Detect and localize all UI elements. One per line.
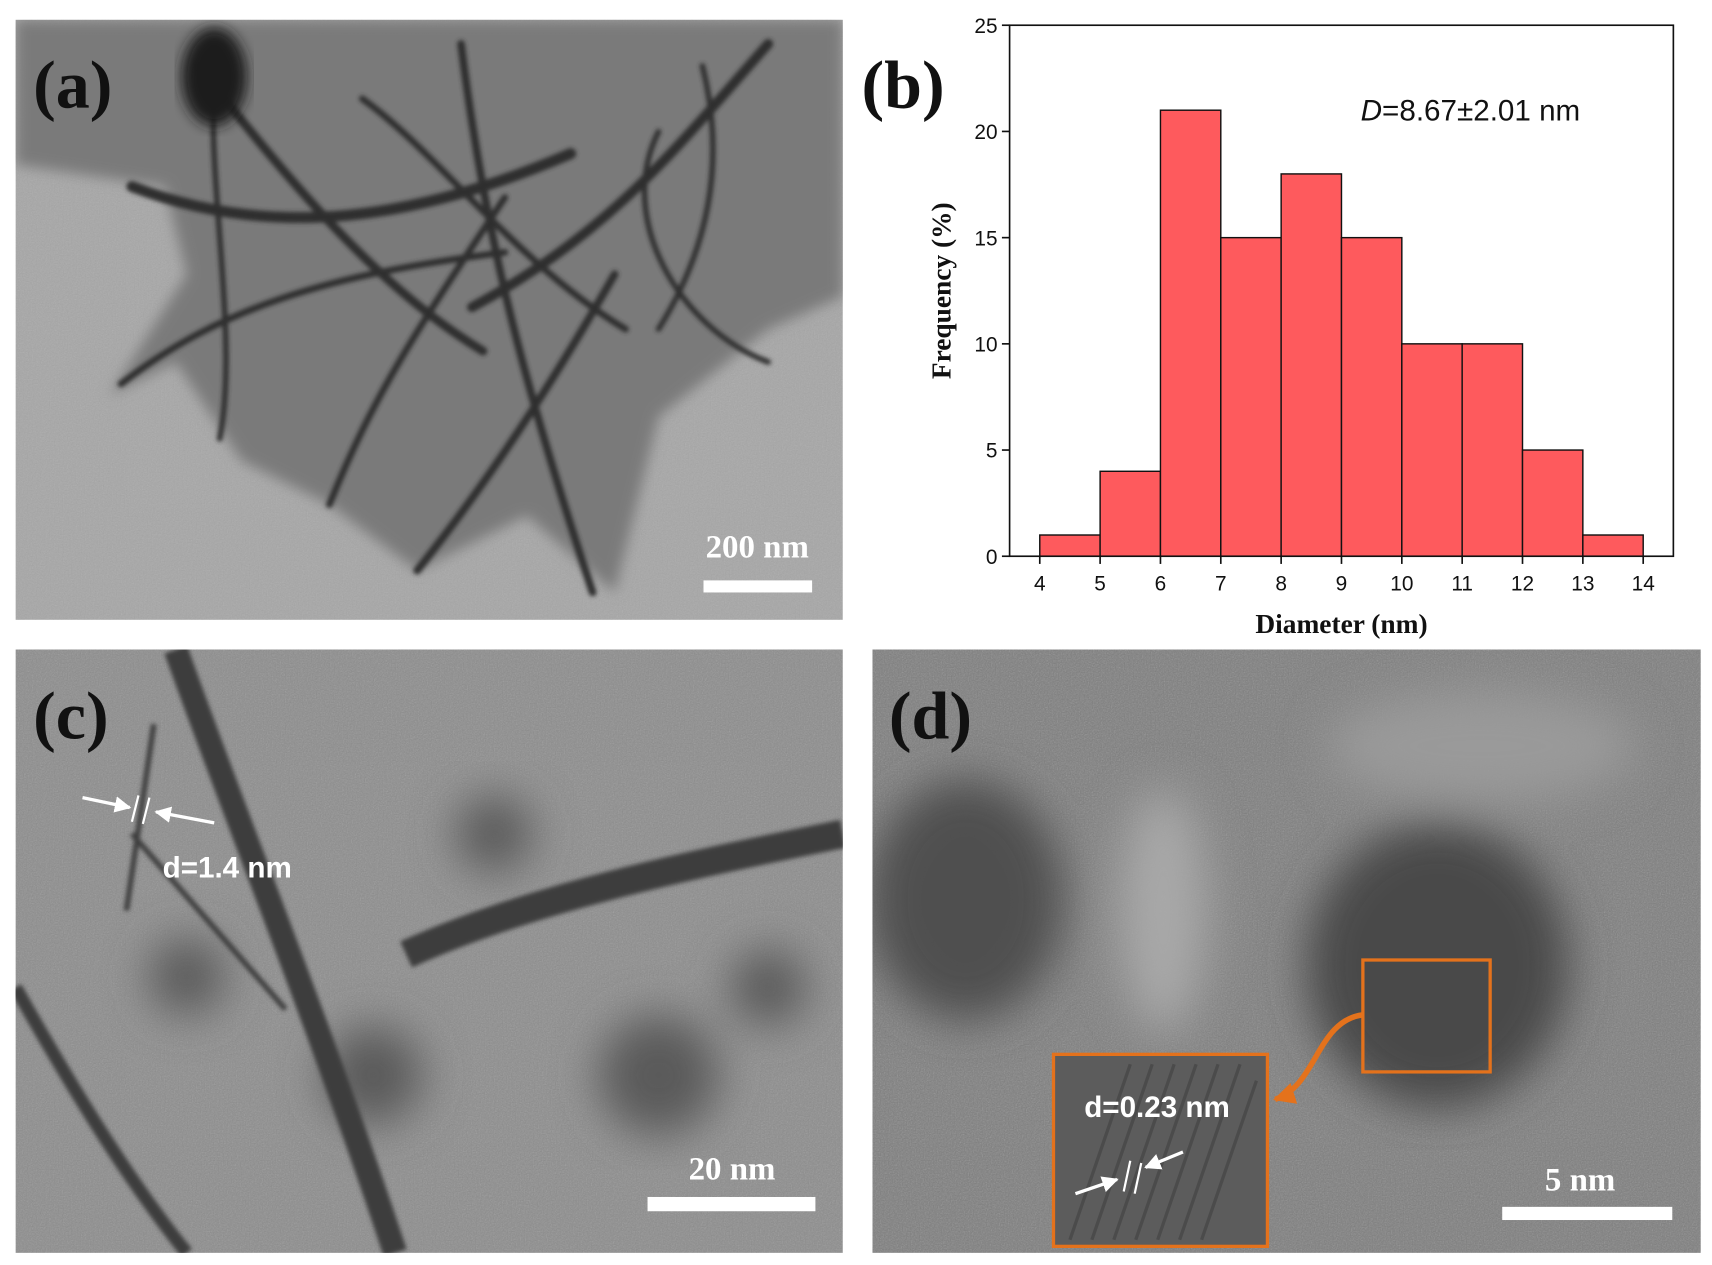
panel-label: (b) bbox=[861, 47, 944, 123]
bar bbox=[1521, 449, 1584, 557]
x-tick-label: 14 bbox=[1632, 572, 1655, 595]
tem-image-d bbox=[872, 649, 1701, 1253]
x-axis-label: Diameter (nm) bbox=[1255, 609, 1427, 639]
bar bbox=[1340, 236, 1403, 557]
bar bbox=[1039, 534, 1101, 557]
histogram: 0 5 10 15 20 25 4 5 6 7 8 9 10 11 12 13 14 Diameter (nm) F… bbox=[926, 15, 1675, 639]
bar bbox=[1159, 109, 1222, 557]
tem-image-a bbox=[15, 19, 843, 620]
bar bbox=[1280, 173, 1343, 557]
bar bbox=[1099, 470, 1162, 557]
x-tick-label: 13 bbox=[1571, 572, 1594, 595]
panel-label: (d) bbox=[889, 677, 972, 753]
scale-bar bbox=[1502, 1206, 1673, 1221]
x-tick-label: 9 bbox=[1336, 572, 1348, 595]
y-tick-label: 25 bbox=[974, 15, 997, 38]
x-tick-label: 4 bbox=[1034, 572, 1046, 595]
bar bbox=[1582, 534, 1644, 557]
bar bbox=[1401, 343, 1463, 557]
panel-label: (a) bbox=[33, 47, 112, 123]
bar bbox=[1220, 236, 1282, 557]
y-tick-label: 5 bbox=[986, 440, 998, 463]
scale-bar bbox=[647, 1196, 816, 1212]
annotation: d=0.23 nm bbox=[1084, 1091, 1230, 1124]
annotation: d=1.4 nm bbox=[163, 852, 292, 885]
y-axis-label: Frequency (%) bbox=[926, 202, 956, 379]
panel-label: (c) bbox=[33, 677, 109, 753]
x-tick-label: 7 bbox=[1215, 572, 1227, 595]
bar bbox=[1461, 343, 1524, 557]
x-tick-label: 12 bbox=[1511, 572, 1534, 595]
y-tick-label: 15 bbox=[974, 227, 997, 250]
scale-bar bbox=[703, 580, 813, 593]
y-tick-label: 0 bbox=[986, 546, 998, 569]
inset bbox=[1051, 1052, 1270, 1248]
annotation: D=8.67±2.01 nm bbox=[1361, 95, 1581, 128]
x-tick-label: 6 bbox=[1155, 572, 1167, 595]
tem-image-c bbox=[15, 649, 843, 1253]
y-tick-label: 20 bbox=[974, 121, 997, 144]
y-tick-label: 10 bbox=[974, 334, 997, 357]
annotation-text: =8.67±2.01 nm bbox=[1382, 95, 1580, 128]
scale-bar-label: 20 nm bbox=[689, 1151, 776, 1187]
scale-bar-label: 200 nm bbox=[706, 529, 809, 565]
x-tick-label: 11 bbox=[1451, 572, 1473, 595]
annotation-symbol: D bbox=[1361, 95, 1382, 128]
scale-bar-label: 5 nm bbox=[1545, 1162, 1615, 1198]
x-tick-label: 8 bbox=[1275, 572, 1287, 595]
x-tick-label: 5 bbox=[1094, 572, 1106, 595]
x-tick-label: 10 bbox=[1390, 572, 1413, 595]
